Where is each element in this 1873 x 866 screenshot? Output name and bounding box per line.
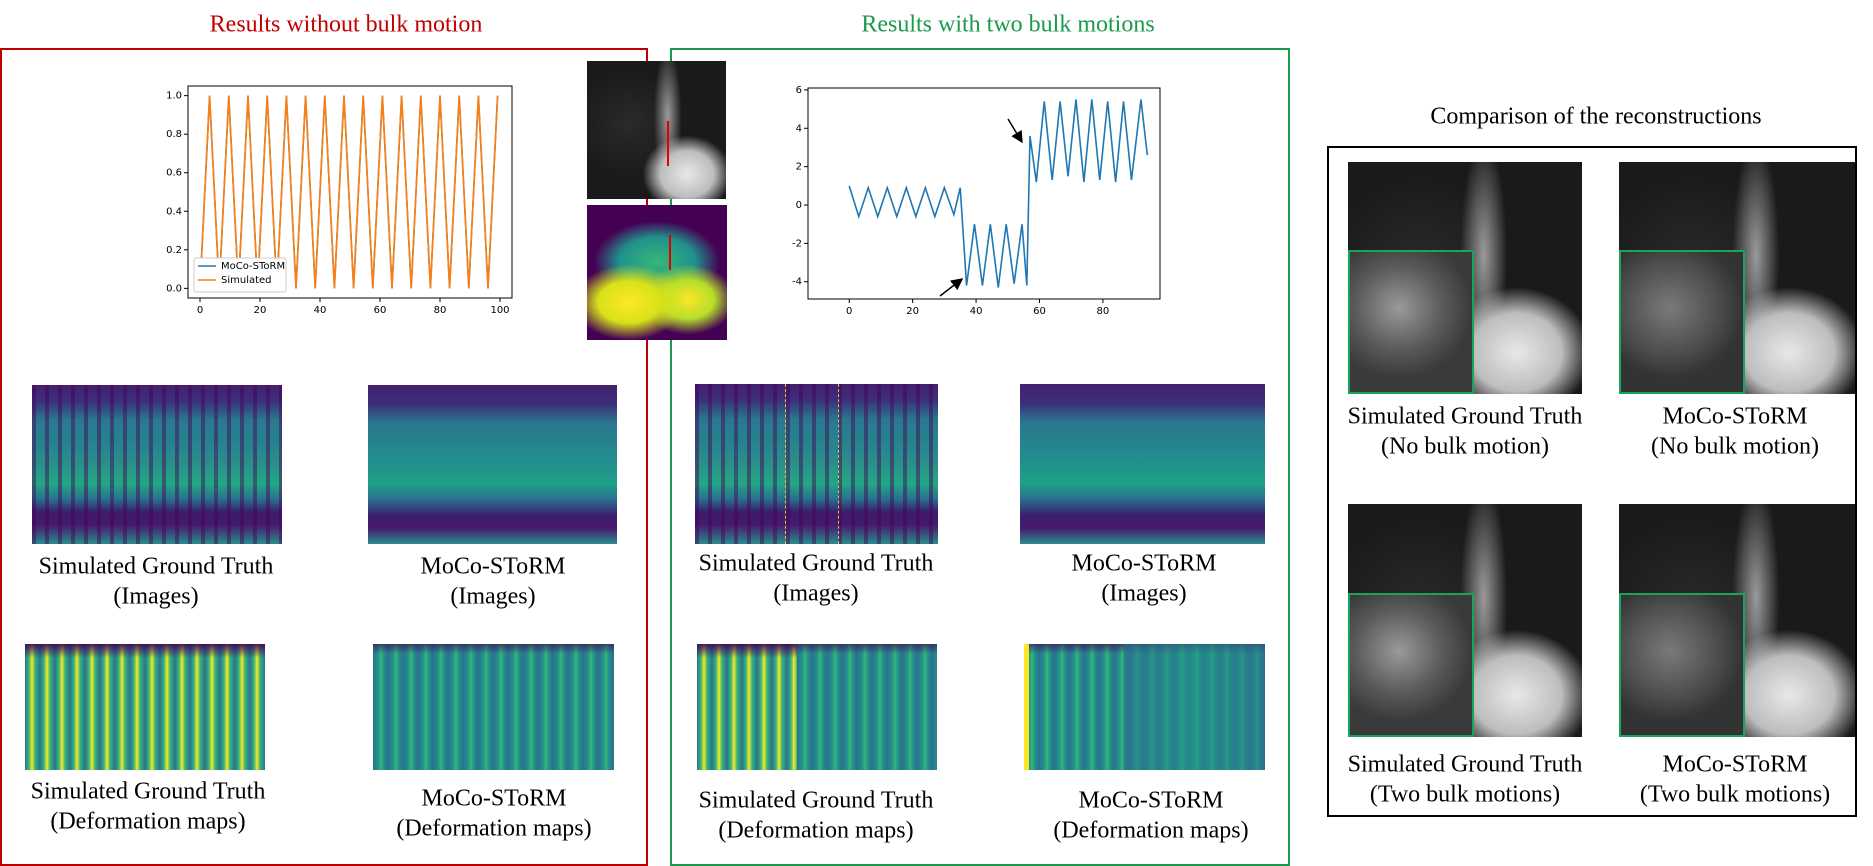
y-tick-label: 0.8 [166,129,182,140]
x-tick-label: 20 [254,305,267,316]
caption: MoCo-SToRM [421,786,566,812]
y-tick-label: 0.2 [166,245,182,256]
y-tick-label: 0.0 [166,283,182,294]
y-tick-label: 0 [796,200,802,211]
caption: MoCo-SToRM [1662,404,1807,430]
caption: (Two bulk motions) [1370,782,1560,808]
legend-box [193,257,287,293]
caption: Simulated Ground Truth [31,779,266,805]
series-line [848,99,1149,288]
y-tick-label: -4 [792,277,802,288]
y-tick-label: 0.6 [166,168,182,179]
mri-image [587,61,726,199]
x-tick-label: 80 [434,305,447,316]
x-tick-label: 0 [197,305,203,316]
section-title: Comparison of the reconstructions [1430,104,1761,130]
caption: (Deformation maps) [50,809,245,835]
caption: (Images) [1101,581,1186,607]
y-tick-label: 4 [796,123,802,134]
legend-label: Simulated [221,275,272,286]
mri-image [1348,504,1582,737]
section-title: Results with two bulk motions [861,12,1154,38]
x-tick-label: 40 [314,305,327,316]
caption: (No bulk motion) [1651,434,1819,460]
caption: (Deformation maps) [1053,818,1248,844]
y-tick-label: 6 [796,85,802,96]
green-frame [670,48,1290,866]
red-frame [0,48,648,866]
plot-frame [187,85,513,299]
section-title: Results without bulk motion [210,12,483,38]
caption: (Deformation maps) [718,818,913,844]
x-tick-label: 60 [374,305,387,316]
arrow [1007,118,1023,144]
caption: MoCo-SToRM [1071,551,1216,577]
caption: Simulated Ground Truth [1348,404,1583,430]
x-tick-label: 0 [846,306,852,317]
image-strip [32,385,282,544]
deformation-map [1024,644,1265,770]
black-frame [1327,146,1857,817]
caption: (Two bulk motions) [1640,782,1830,808]
image-strip [695,384,938,544]
y-tick-label: 1.0 [166,91,182,102]
x-tick-label: 60 [1033,306,1046,317]
caption: (Deformation maps) [396,816,591,842]
colormap-image [587,205,727,340]
x-tick-label: 100 [490,305,509,316]
caption: (Images) [773,581,858,607]
image-strip [1020,384,1265,544]
y-tick-label: 2 [796,162,802,173]
mri-image [1619,162,1855,394]
deformation-map [697,644,937,770]
caption: Simulated Ground Truth [699,788,934,814]
deformation-map [373,644,614,770]
arrow [939,278,964,297]
y-tick-label: 0.4 [166,206,182,217]
mri-image [1619,504,1855,737]
caption: MoCo-SToRM [420,554,565,580]
x-tick-label: 40 [970,306,983,317]
x-tick-label: 20 [906,306,919,317]
series-line [199,95,499,289]
legend-label: MoCo-SToRM [221,261,285,272]
caption: Simulated Ground Truth [699,551,934,577]
mri-image [1348,162,1582,394]
caption: MoCo-SToRM [1662,752,1807,778]
caption: (Images) [113,584,198,610]
image-strip [368,385,617,544]
caption: Simulated Ground Truth [1348,752,1583,778]
caption: (Images) [450,584,535,610]
deformation-map [25,644,265,770]
x-tick-label: 80 [1097,306,1110,317]
caption: MoCo-SToRM [1078,788,1223,814]
caption: Simulated Ground Truth [39,554,274,580]
plot-frame [807,87,1161,300]
y-tick-label: -2 [792,238,802,249]
caption: (No bulk motion) [1381,434,1549,460]
